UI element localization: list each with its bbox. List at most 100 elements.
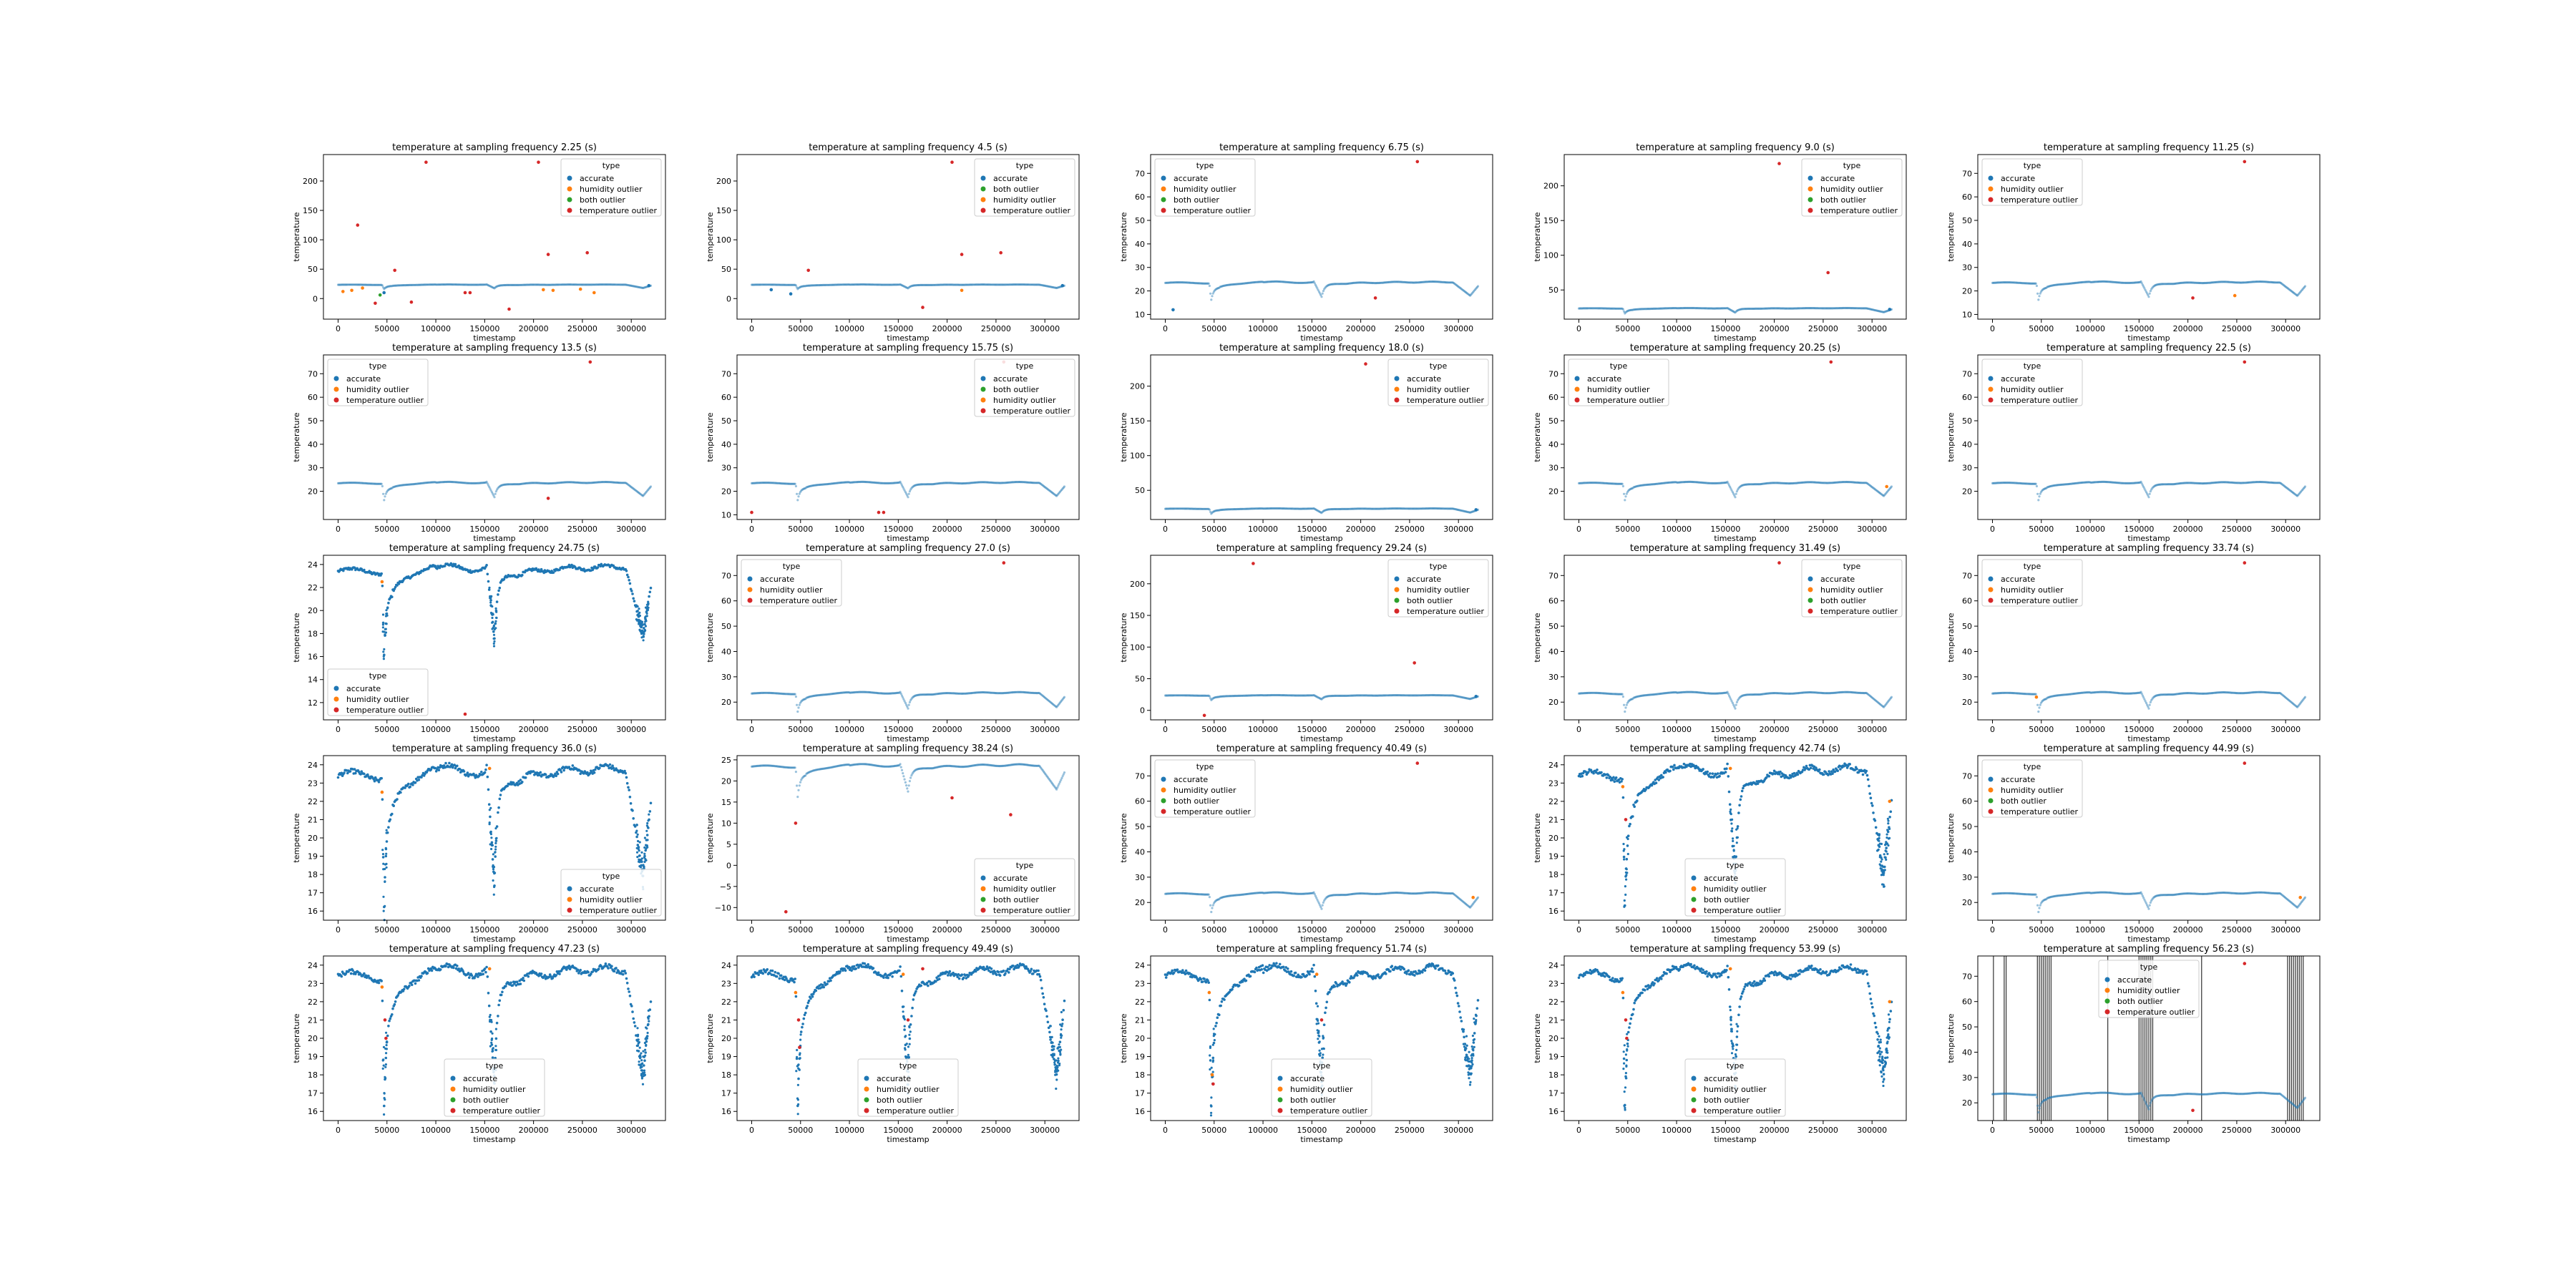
x-tick-label: 0 [1163,324,1168,333]
x-axis-label: timestamp [887,333,929,343]
accurate-point [628,582,632,585]
x-tick-label: 50000 [1201,324,1226,333]
accurate-point [756,283,758,286]
accurate-point [495,616,498,620]
outlier-point [361,286,364,290]
legend-marker [1807,208,1813,213]
y-tick-label: 30 [308,464,318,473]
x-axis-label: timestamp [2127,534,2170,543]
accurate-point [374,283,377,286]
accurate-point [579,283,582,286]
accurate-point [574,283,577,286]
accurate-point [416,283,419,286]
x-tick-label: 150000 [883,324,913,333]
accurate-point [2035,484,2038,488]
accurate-point [642,286,645,290]
x-tick-label: 250000 [2222,525,2252,534]
legend-marker [567,197,572,203]
accurate-point [572,283,575,286]
accurate-point [640,286,644,289]
accurate-point [492,633,496,636]
accurate-point [488,284,491,287]
accurate-point [761,283,763,286]
y-tick-label: 40 [1548,440,1558,449]
legend-title: type [1016,361,1034,371]
accurate-point [644,629,647,632]
accurate-point [626,283,629,286]
axes-frame [323,154,666,320]
accurate-point [369,283,372,286]
accurate-point [561,283,564,286]
accurate-point [630,284,633,287]
accurate-point [510,283,513,286]
accurate-point [371,283,374,286]
accurate-point [521,573,524,577]
outlier-point [921,306,924,309]
accurate-point [484,283,487,286]
y-tick-label: 50 [1962,416,1972,426]
accurate-point [488,586,491,589]
accurate-point [525,283,528,286]
x-tick-label: 200000 [1346,324,1376,333]
x-tick-label: 100000 [1662,525,1692,534]
x-axis-label: timestamp [887,534,929,543]
legend-marker [980,208,986,213]
legend-marker [980,197,986,203]
accurate-point [493,496,496,499]
outlier-point [546,497,550,500]
x-tick-label: 200000 [519,725,549,734]
accurate-point [596,566,600,569]
x-tick-label: 0 [749,324,754,333]
accurate-point [640,286,643,289]
y-tick-label: 50 [1135,216,1145,225]
legend-marker [1988,397,1994,403]
accurate-point [563,283,566,286]
legend-title: type [1610,361,1628,371]
accurate-point [545,283,548,286]
outlier-point [647,283,651,288]
accurate-point [759,283,762,286]
accurate-point [339,283,342,286]
accurate-point [590,283,592,286]
accurate-point [908,701,911,704]
legend-marker [1988,175,1994,181]
accurate-point [557,283,560,286]
accurate-point [502,284,504,287]
outlier-point [463,291,467,295]
accurate-point [388,285,391,288]
y-tick-label: 0 [313,294,318,303]
accurate-point [391,595,394,598]
y-tick-label: 70 [1135,169,1145,178]
accurate-point [409,283,413,286]
x-tick-label: 150000 [469,725,499,734]
legend-marker [1161,197,1166,203]
accurate-point [598,283,601,286]
accurate-point [459,283,462,286]
accurate-point [631,285,634,288]
y-axis-label: temperature [1533,412,1542,462]
accurate-point [386,286,389,288]
x-tick-label: 0 [1576,324,1581,333]
accurate-point [358,283,361,286]
accurate-point [449,283,452,286]
accurate-point [761,283,764,286]
legend-entry: both outlier [993,185,1039,194]
legend-marker [1394,386,1400,392]
legend-entry: accurate [346,374,381,384]
accurate-point [527,283,530,286]
accurate-point [394,284,397,287]
x-tick-label: 50000 [374,324,399,333]
accurate-point [643,286,646,289]
accurate-point [462,283,466,286]
accurate-point [627,283,630,287]
accurate-point [760,283,763,286]
accurate-point [1209,292,1212,295]
accurate-point [587,283,590,286]
x-tick-label: 300000 [1857,324,1887,333]
y-tick-label: 50 [308,265,318,274]
accurate-point [497,284,500,287]
accurate-point [468,283,471,286]
accurate-point [364,283,367,286]
accurate-point [796,499,799,502]
